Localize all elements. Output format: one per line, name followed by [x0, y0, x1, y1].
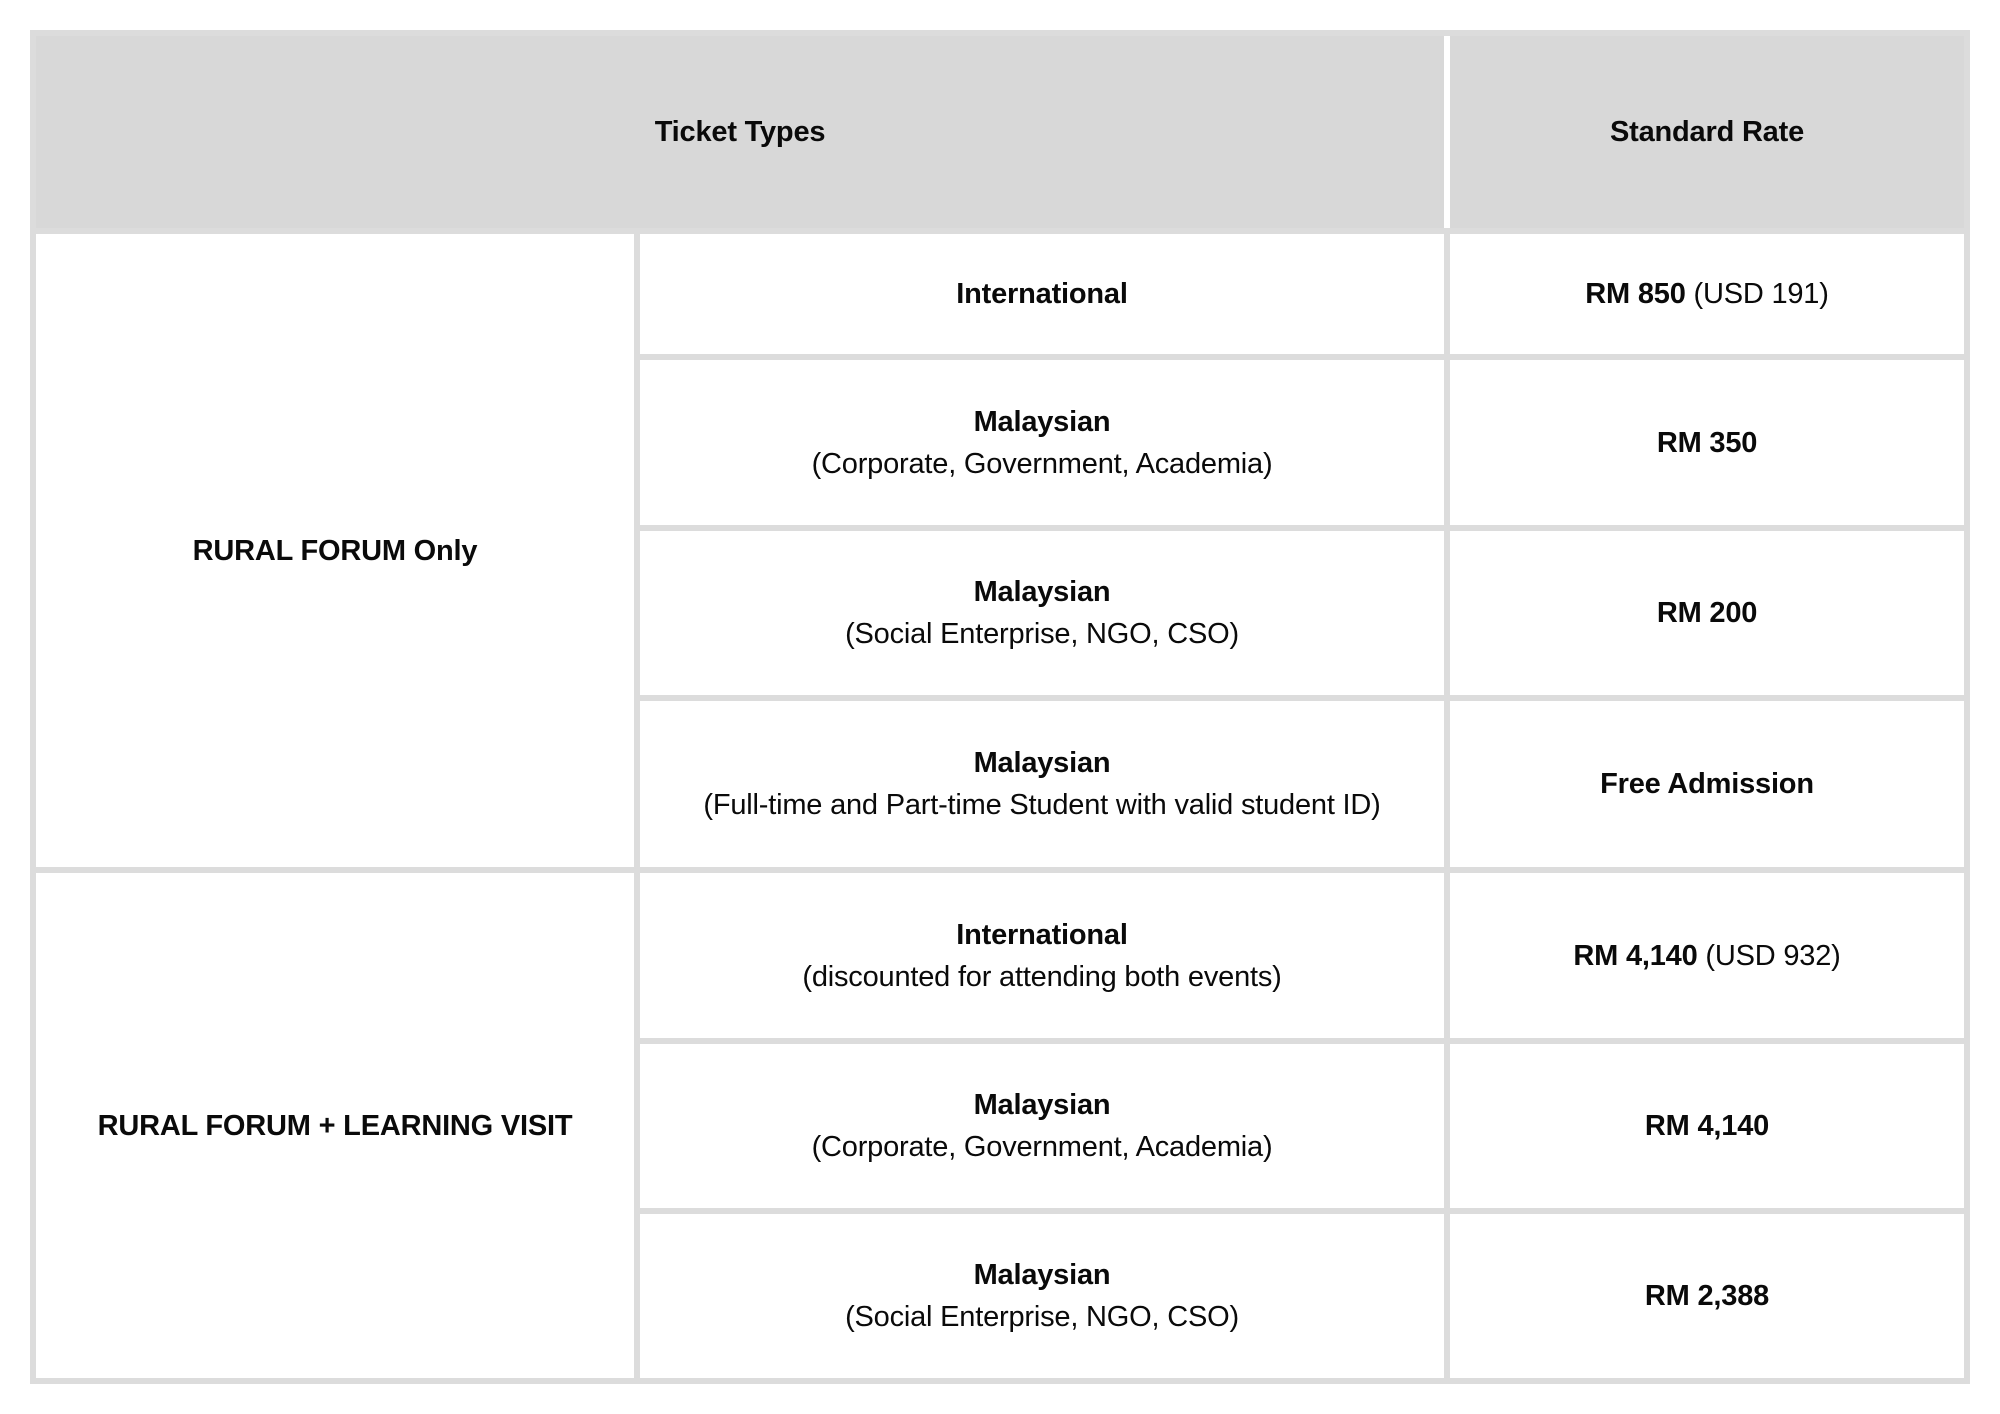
- header-standard-rate-label: Standard Rate: [1610, 115, 1804, 148]
- rate-main: RM 4,140: [1644, 1110, 1770, 1142]
- rate-line: RM 4,140: [1645, 1105, 1769, 1147]
- pricing-table: Ticket Types Standard Rate RURAL FORUM O…: [30, 30, 1970, 1384]
- rate-main: RM 850: [1585, 278, 1686, 310]
- ticket-type-sub: (Full-time and Part-time Student with va…: [703, 789, 1381, 821]
- header-cell-ticket-types: Ticket Types: [36, 36, 1444, 228]
- rate-cell: RM 850 (USD 191): [1450, 234, 1964, 354]
- rate-main: RM 4,140: [1573, 939, 1698, 972]
- rate-sub: (USD 191): [1693, 278, 1829, 310]
- rate-cell: RM 200: [1450, 531, 1964, 695]
- ticket-type-main: International: [956, 278, 1128, 310]
- rate-line: RM 200: [1656, 592, 1758, 634]
- rate-cell: RM 2,388: [1450, 1214, 1964, 1378]
- ticket-type-cell: Malaysian (Social Enterprise, NGO, CSO): [640, 1214, 1444, 1378]
- ticket-type-sub: (discounted for attending both events): [802, 960, 1282, 993]
- group-label-rural-forum-learning-visit: RURAL FORUM + LEARNING VISIT: [36, 873, 634, 1378]
- header-ticket-types-label: Ticket Types: [654, 115, 826, 148]
- rate-line: RM 350: [1656, 422, 1758, 464]
- rate-main: RM 200: [1656, 597, 1758, 629]
- rate-cell: RM 4,140: [1450, 1044, 1964, 1208]
- rate-sub: (USD 932): [1705, 939, 1841, 972]
- ticket-type-cell: Malaysian (Corporate, Government, Academ…: [640, 1044, 1444, 1208]
- ticket-type-sub: (Social Enterprise, NGO, CSO): [845, 1301, 1239, 1333]
- ticket-type-main: Malaysian: [973, 576, 1111, 608]
- ticket-type-main: International: [956, 918, 1128, 951]
- table-header-row: Ticket Types Standard Rate: [36, 36, 1964, 228]
- rate-line: Free Admission: [1600, 763, 1814, 805]
- rate-main: RM 2,388: [1644, 1280, 1770, 1312]
- header-cell-standard-rate: Standard Rate: [1450, 36, 1964, 228]
- group-label-text: RURAL FORUM + LEARNING VISIT: [97, 1109, 573, 1142]
- ticket-type-sub: (Corporate, Government, Academia): [811, 447, 1273, 480]
- ticket-type-cell: Malaysian (Full-time and Part-time Stude…: [640, 701, 1444, 867]
- rate-line: RM 2,388: [1645, 1275, 1769, 1317]
- rate-line: RM 4,140 (USD 932): [1573, 935, 1840, 977]
- ticket-type-sub: (Corporate, Government, Academia): [811, 1131, 1273, 1163]
- rate-cell: RM 350: [1450, 360, 1964, 525]
- ticket-type-main: Malaysian: [973, 1089, 1111, 1121]
- rate-main: RM 350: [1656, 426, 1758, 459]
- rate-cell: Free Admission: [1450, 701, 1964, 867]
- group-label-rural-forum-only: RURAL FORUM Only: [36, 234, 634, 867]
- ticket-type-cell: International: [640, 234, 1444, 354]
- group-label-text: RURAL FORUM Only: [192, 534, 478, 567]
- header-divider: [1444, 36, 1450, 228]
- ticket-type-main: Malaysian: [973, 747, 1111, 779]
- ticket-type-main: Malaysian: [973, 1259, 1111, 1291]
- ticket-type-cell: Malaysian (Social Enterprise, NGO, CSO): [640, 531, 1444, 695]
- rate-main: Free Admission: [1600, 768, 1814, 800]
- ticket-type-main: Malaysian: [973, 405, 1111, 438]
- ticket-type-cell: International (discounted for attending …: [640, 873, 1444, 1038]
- rate-line: RM 850 (USD 191): [1585, 273, 1829, 315]
- ticket-type-cell: Malaysian (Corporate, Government, Academ…: [640, 360, 1444, 525]
- ticket-type-sub: (Social Enterprise, NGO, CSO): [845, 618, 1239, 650]
- rate-cell: RM 4,140 (USD 932): [1450, 873, 1964, 1038]
